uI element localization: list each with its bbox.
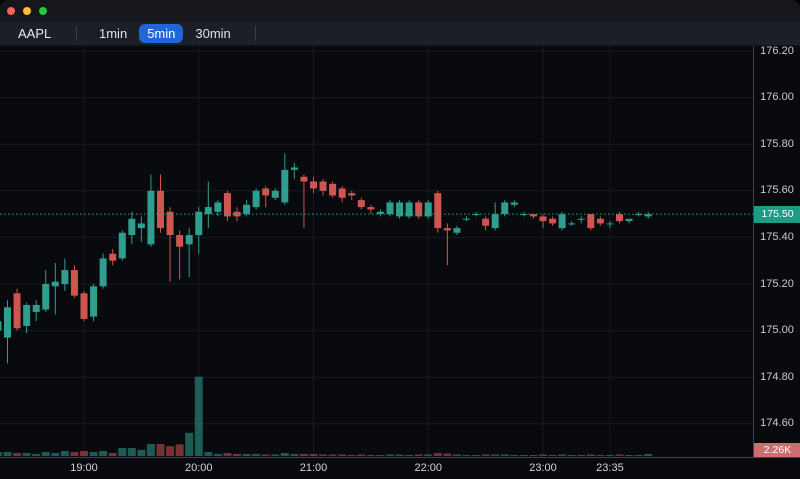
time-axis[interactable]: 19:00 20:00 21:00 22:00 23:00 23:35 [0, 457, 800, 479]
time-tick-label: 23:00 [529, 462, 557, 474]
price-tick-label: 175.80 [760, 137, 794, 150]
close-button[interactable] [7, 7, 15, 15]
timeframe-button-1min[interactable]: 1min [91, 24, 135, 43]
time-tick-label: 20:00 [184, 462, 213, 474]
window-titlebar [0, 0, 800, 22]
chart-area: 175.50 2.26K 176.20 176.00 175.80 175.60 175… [0, 44, 800, 479]
time-tick-label: 22:00 [414, 462, 443, 474]
volume-badge: 2.26K [754, 443, 800, 457]
price-axis[interactable]: 175.50 2.26K 176.20 176.00 175.80 175.60 175… [753, 44, 800, 457]
timeframe-button-5min[interactable]: 5min [139, 24, 184, 43]
zoom-button[interactable] [39, 7, 47, 15]
price-tick-label: 174.60 [760, 417, 794, 430]
time-tick-label: 23:35 [596, 462, 624, 474]
price-tick-label: 174.80 [760, 370, 794, 383]
minimize-button[interactable] [23, 7, 31, 15]
price-tick-label: 175.60 [760, 184, 794, 197]
candlestick-chart[interactable] [0, 46, 753, 457]
timeframe-button-30min[interactable]: 30min [187, 24, 238, 43]
price-tick-label: 175.40 [760, 230, 794, 243]
last-price-badge: 175.50 [754, 205, 800, 223]
toolbar-divider [254, 26, 256, 41]
price-tick-label: 176.20 [760, 44, 794, 57]
symbol-label: AAPL [18, 26, 52, 41]
price-tick-label: 176.00 [760, 91, 794, 104]
price-tick-label: 175.00 [760, 324, 794, 337]
toolbar-divider [76, 26, 77, 41]
time-tick-label: 19:00 [70, 462, 98, 474]
time-tick-label: 21:00 [299, 462, 328, 474]
price-tick-label: 175.20 [760, 277, 794, 290]
toolbar: AAPL 1min 5min 30min [0, 22, 800, 46]
